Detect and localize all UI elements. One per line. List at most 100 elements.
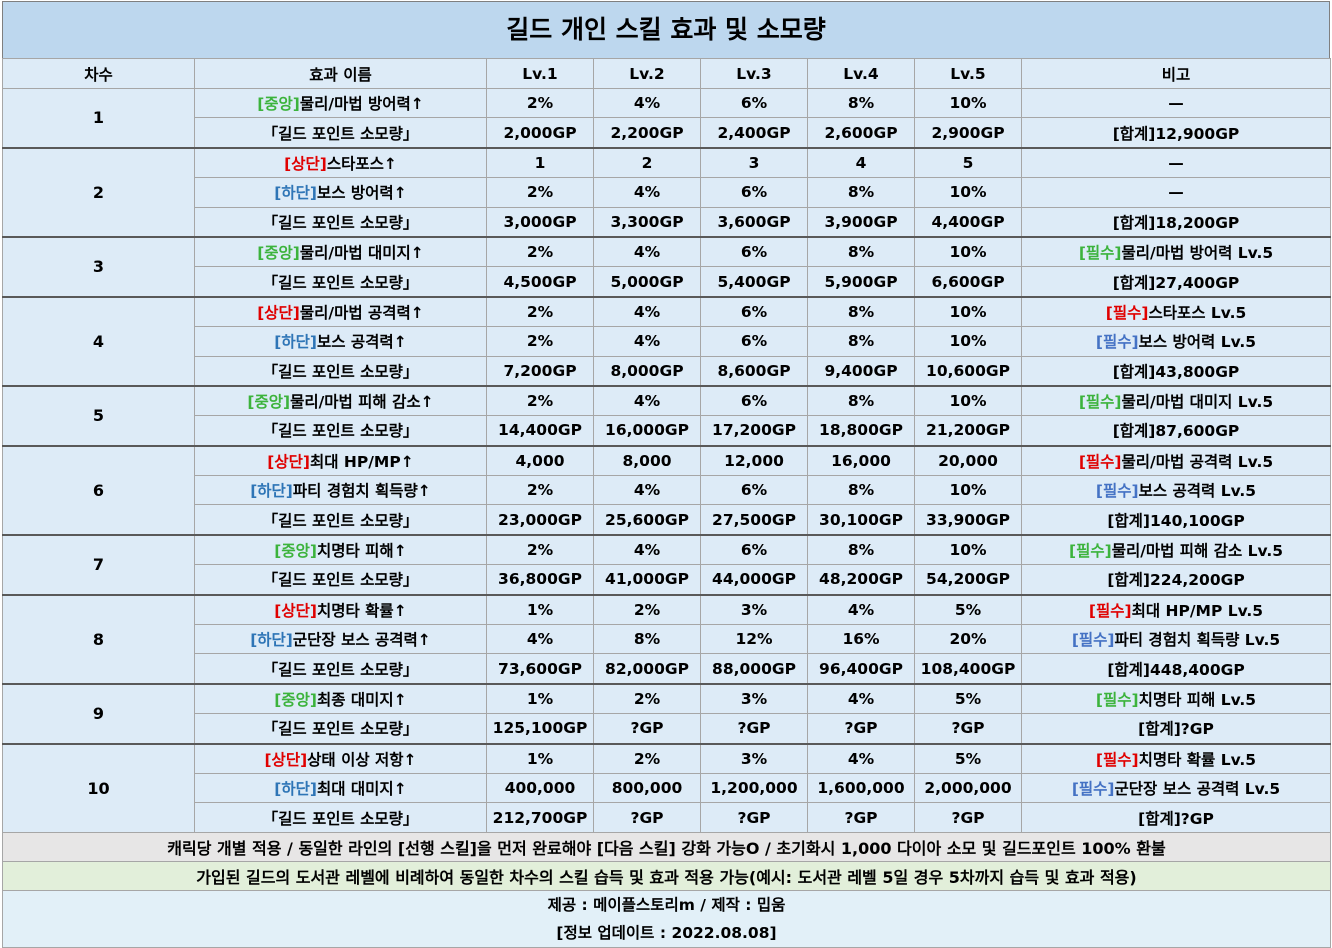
lv1-value: 2% <box>486 177 594 208</box>
line-tag: [하단] <box>274 333 317 352</box>
note-text: 물리/마법 방어력 Lv.5 <box>1121 244 1274 263</box>
lv2-value: 4% <box>593 87 701 119</box>
lv1-value: 14,400GP <box>486 415 594 447</box>
lv1-value: 3,000GP <box>486 206 594 238</box>
effect-name-cell: [중앙]물리/마법 대미지↑ <box>194 235 487 268</box>
effect-name-cell: 「길드 포인트 소모량」 <box>194 355 487 387</box>
table-row: 「길드 포인트 소모량」 23,000GP 25,600GP 27,500GP 30,1… <box>3 504 1331 536</box>
tier-cell: 6 <box>2 444 195 536</box>
lv4-value: 9,400GP <box>807 355 915 387</box>
note-cell: [합계]12,900GP <box>1021 117 1331 149</box>
note-text: 치명타 확률 Lv.5 <box>1138 750 1257 769</box>
note-cell: [합계]87,600GP <box>1021 415 1331 447</box>
tier-cell: 1 <box>2 87 195 149</box>
lv4-value: 96,400GP <box>807 653 915 685</box>
effect-name-cell: 「길드 포인트 소모량」 <box>194 415 487 447</box>
lv4-value: 4% <box>807 682 915 715</box>
effect-name: 물리/마법 피해 감소↑ <box>290 393 434 412</box>
sheet-title: 길드 개인 스킬 효과 및 소모량 <box>2 1 1330 58</box>
effect-name-cell: 「길드 포인트 소모량」 <box>194 802 487 833</box>
lv2-value: 8,000GP <box>593 355 701 387</box>
lv5-value: 5 <box>914 146 1022 179</box>
note-text: [합계]87,600GP <box>1112 422 1240 441</box>
table-row: 「길드 포인트 소모량」 2,000GP 2,200GP 2,400GP 2,600GP… <box>3 117 1331 149</box>
effect-name: 「길드 포인트 소모량」 <box>262 124 419 143</box>
effect-name-cell: 「길드 포인트 소모량」 <box>194 713 487 745</box>
note-text: [합계]?GP <box>1138 809 1214 828</box>
effect-name-cell: 「길드 포인트 소모량」 <box>194 564 487 596</box>
lv1-value: 4,500GP <box>486 266 594 298</box>
lv2-value: 16,000GP <box>593 415 701 447</box>
lv2-value: 25,600GP <box>593 504 701 536</box>
effect-name-cell: [상단]최대 HP/MP↑ <box>194 444 487 477</box>
lv5-value: 10% <box>914 235 1022 268</box>
lv4-value: 4% <box>807 593 915 626</box>
line-tag: [상단] <box>284 154 327 173</box>
lv1-value: 2% <box>486 235 594 268</box>
effect-name: 보스 방어력↑ <box>317 184 407 203</box>
required-tag: [필수] <box>1068 542 1112 561</box>
lv4-value: 18,800GP <box>807 415 915 447</box>
tier-cell: 5 <box>2 384 195 447</box>
footer-credits: 제공 : 메이플스토리m / 제작 : 밉움 [정보 업데이트 : 2022.0… <box>2 889 1331 948</box>
lv5-value: 10% <box>914 533 1022 566</box>
lv2-value: 4% <box>593 384 701 417</box>
lv5-value: 20,000 <box>914 444 1022 477</box>
note-cell: [합계]140,100GP <box>1021 504 1331 536</box>
note-text: 군단장 보스 공격력 Lv.5 <box>1114 780 1281 799</box>
effect-name-cell: [상단]물리/마법 공격력↑ <box>194 295 487 328</box>
effect-name-cell: 「길드 포인트 소모량」 <box>194 266 487 298</box>
lv3-value: 6% <box>700 177 808 208</box>
note-text: 물리/마법 공격력 Lv.5 <box>1121 452 1274 471</box>
required-tag: [필수] <box>1095 691 1139 709</box>
lv2-value: 4% <box>593 326 701 357</box>
effect-name-cell: [하단]보스 공격력↑ <box>194 326 487 357</box>
lv5-value: 2,900GP <box>914 117 1022 149</box>
effect-name: 물리/마법 방어력↑ <box>299 95 424 114</box>
lv3-value: 6% <box>700 235 808 268</box>
line-tag: [중앙] <box>257 244 300 263</box>
update-line: [정보 업데이트 : 2022.08.08] <box>556 923 777 942</box>
line-tag: [하단] <box>250 482 293 501</box>
note-cell: — <box>1021 146 1331 179</box>
lv1-value: 1% <box>486 742 594 774</box>
note-cell: [필수]보스 방어력 Lv.5 <box>1021 326 1331 357</box>
lv1-value: 2% <box>486 326 594 357</box>
note-text: [합계]18,200GP <box>1112 213 1240 232</box>
lv1-value: 1% <box>486 593 594 626</box>
table-row: 「길드 포인트 소모량」 36,800GP 41,000GP 44,000GP 48,2… <box>3 564 1331 596</box>
table-row: 6 [상단]최대 HP/MP↑ 4,000 8,000 12,000 16,000 20,0… <box>2 444 1331 536</box>
lv2-value: 4% <box>593 177 701 208</box>
lv2-value: 3,300GP <box>593 206 701 238</box>
effect-name: 「길드 포인트 소모량」 <box>262 511 419 530</box>
table-row: [하단]보스 방어력↑ 2% 4% 6% 8% 10% — <box>3 177 1331 208</box>
lv2-value: 82,000GP <box>593 653 701 685</box>
lv5-value: 2,000,000 <box>914 772 1022 804</box>
table-row: 7 [중앙]치명타 피해↑ 2% 4% 6% 8% 10% [필수]물리/마법 피해 감소 L… <box>2 533 1331 596</box>
lv5-value: 108,400GP <box>914 653 1022 685</box>
effect-name: 「길드 포인트 소모량」 <box>262 720 419 739</box>
note-cell: [필수]보스 공격력 Lv.5 <box>1021 475 1331 506</box>
effect-name-cell: [하단]군단장 보스 공격력↑ <box>194 624 487 655</box>
footer-note-2: 가입된 길드의 도서관 레벨에 비례하여 동일한 차수의 스킬 습득 및 효과 … <box>2 860 1331 891</box>
effect-name: 최대 대미지↑ <box>317 780 407 799</box>
lv5-value: 33,900GP <box>914 504 1022 536</box>
lv1-value: 7,200GP <box>486 355 594 387</box>
lv1-value: 2% <box>486 475 594 506</box>
header-note: 비고 <box>1021 58 1331 89</box>
lv4-value: 3,900GP <box>807 206 915 238</box>
tier-cell: 4 <box>2 295 195 387</box>
header-lv4: Lv.4 <box>807 58 915 89</box>
effect-name-cell: [중앙]물리/마법 피해 감소↑ <box>194 384 487 417</box>
line-tag: [하단] <box>274 780 317 799</box>
effect-name-cell: [중앙]물리/마법 방어력↑ <box>194 87 487 119</box>
lv4-value: 8% <box>807 235 915 268</box>
lv1-value: 1 <box>486 146 594 179</box>
note-text: 스타포스 Lv.5 <box>1148 303 1247 322</box>
effect-name-cell: [하단]보스 방어력↑ <box>194 177 487 208</box>
lv4-value: ?GP <box>807 802 915 833</box>
note-cell: [필수]물리/마법 방어력 Lv.5 <box>1021 235 1331 268</box>
note-cell: — <box>1021 87 1331 119</box>
lv4-value: 4 <box>807 146 915 179</box>
lv5-value: 54,200GP <box>914 564 1022 596</box>
